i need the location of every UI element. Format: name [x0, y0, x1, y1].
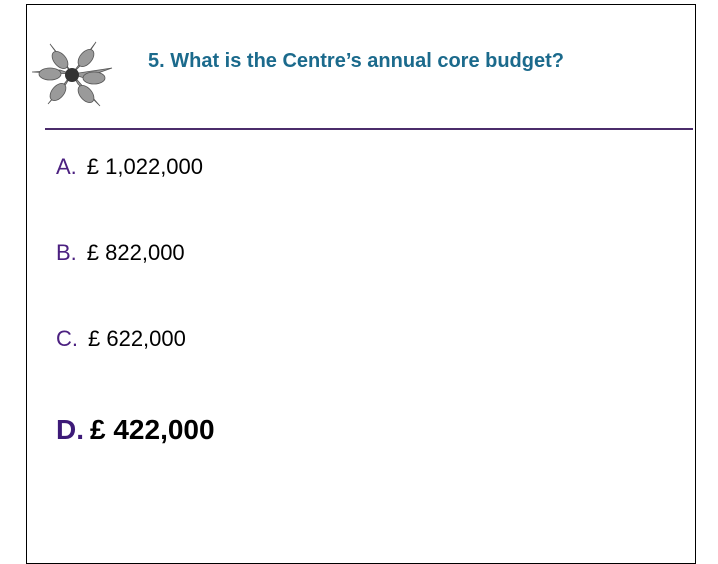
option-text: £ 822,000 [87, 240, 185, 265]
correct-option: D.£ 422,000 [56, 414, 215, 446]
option-text: £ 1,022,000 [87, 154, 203, 179]
option-letter: A. [56, 154, 77, 179]
slide-frame [26, 4, 696, 564]
option: A. £ 1,022,000 [56, 154, 203, 180]
title-rule [45, 128, 693, 130]
option-letter: D. [56, 414, 84, 445]
flower-icon [30, 38, 114, 110]
option: C. £ 622,000 [56, 326, 186, 352]
slide-title: 5. What is the Centre’s annual core budg… [148, 48, 668, 74]
option-letter: C. [56, 326, 78, 351]
option-letter: B. [56, 240, 77, 265]
option-text: £ 622,000 [88, 326, 186, 351]
option: B. £ 822,000 [56, 240, 185, 266]
slide: {"header": {"title": "5. What is the Cen… [0, 0, 718, 546]
option-text: £ 422,000 [90, 414, 215, 445]
